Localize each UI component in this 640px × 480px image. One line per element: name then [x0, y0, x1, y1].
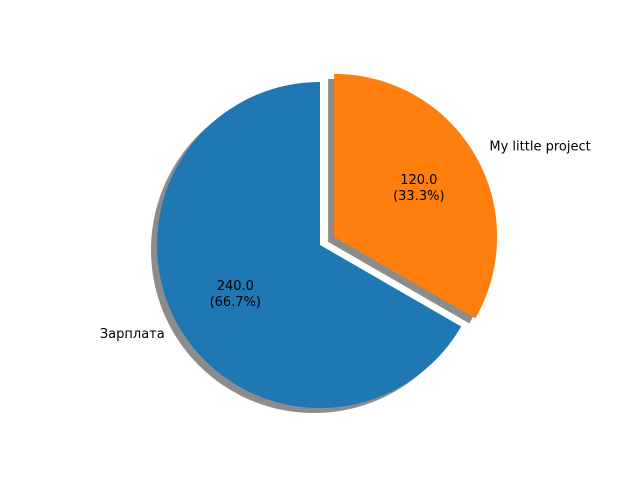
- category-label-my-little-project: My little project: [489, 140, 590, 155]
- data-label-my-little-project: 120.0 (33.3%): [393, 172, 444, 203]
- value-text-slice-1: 240.0: [217, 278, 254, 293]
- pie-wedges: [156, 73, 498, 408]
- data-label-slice-1: 240.0 (66.7%): [210, 278, 261, 309]
- percent-text-my-little-project: (33.3%): [393, 188, 444, 203]
- percent-text-slice-1: (66.7%): [210, 294, 261, 309]
- wedge-slice-1: [156, 82, 462, 408]
- category-label-slice-1: Зарплата: [100, 327, 165, 342]
- value-text-my-little-project: 120.0: [400, 172, 437, 187]
- pie-labels: Зарплата 240.0 (66.7%) My little project 120…: [100, 140, 591, 342]
- wedge-my-little-project: [334, 73, 498, 319]
